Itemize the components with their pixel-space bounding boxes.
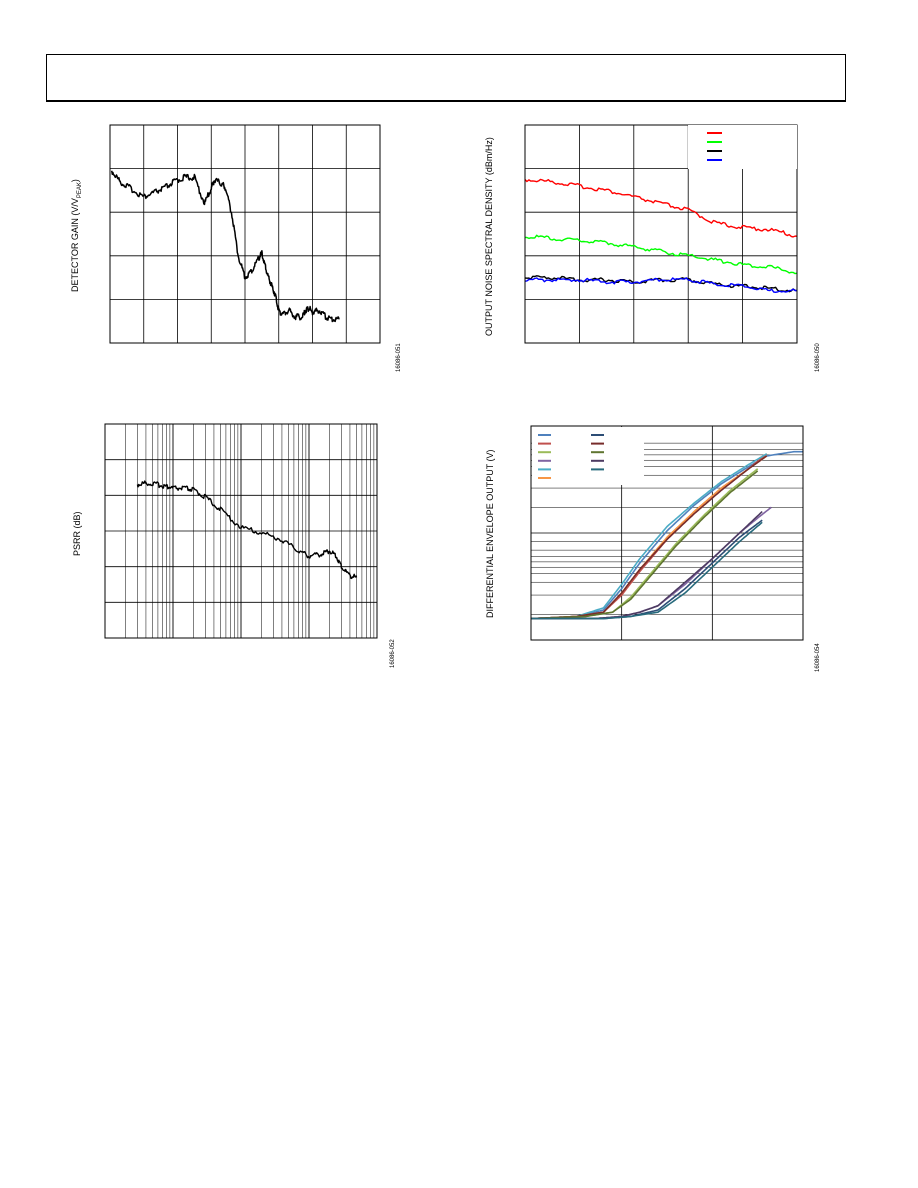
psrr-y-label: PSRR (dB): [72, 511, 82, 556]
legend-box: [688, 125, 797, 169]
output-noise-plot: [524, 124, 798, 344]
envelope-output-chart: [530, 425, 804, 641]
series-line-0: [110, 170, 340, 323]
output-noise-figure-id: 16086-050: [815, 343, 821, 372]
grid: [525, 125, 797, 343]
series-line-1: [524, 234, 798, 275]
series-line-3: [531, 506, 772, 620]
plot-frame: [530, 425, 804, 641]
series-line-2: [530, 468, 759, 620]
series-line-3: [524, 277, 798, 294]
series-line-4: [530, 453, 768, 620]
series-line-6: [531, 519, 763, 620]
envelope-output-plot: [530, 425, 804, 641]
detector-gain-chart: [109, 124, 381, 344]
plot-frame: [109, 124, 381, 344]
detector-gain-plot: [109, 124, 381, 344]
series-line-10: [531, 521, 763, 620]
envelope-output-figure-id: 16086-054: [815, 643, 821, 672]
detector-gain-figure-id: 16086-051: [396, 343, 402, 372]
plot-frame: [524, 124, 798, 344]
series-line-0: [524, 178, 798, 238]
legend-box: [532, 427, 644, 485]
legend: [532, 427, 644, 485]
series-line-0: [530, 450, 804, 620]
psrr-plot: [104, 423, 378, 639]
series-line-9: [531, 511, 763, 620]
plot-frame: [104, 423, 378, 639]
page-header-box: [46, 54, 846, 102]
psrr-figure-id: 16086-052: [390, 639, 396, 668]
psrr-chart: [104, 423, 378, 639]
detector-gain-y-label: DETECTOR GAIN (V/VPEAK): [70, 179, 83, 292]
legend: [688, 125, 797, 169]
grid: [104, 424, 377, 638]
series-line-0: [136, 480, 358, 580]
grid: [110, 125, 380, 343]
output-noise-chart: [524, 124, 798, 344]
series-line-8: [530, 470, 759, 620]
series-line-7: [530, 455, 768, 620]
envelope-output-y-label: DIFFERENTIAL ENVELOPE OUTPUT (V): [485, 449, 495, 618]
output-noise-y-label: OUTPUT NOISE SPECTRAL DENSITY (dBm/Hz): [484, 137, 494, 336]
